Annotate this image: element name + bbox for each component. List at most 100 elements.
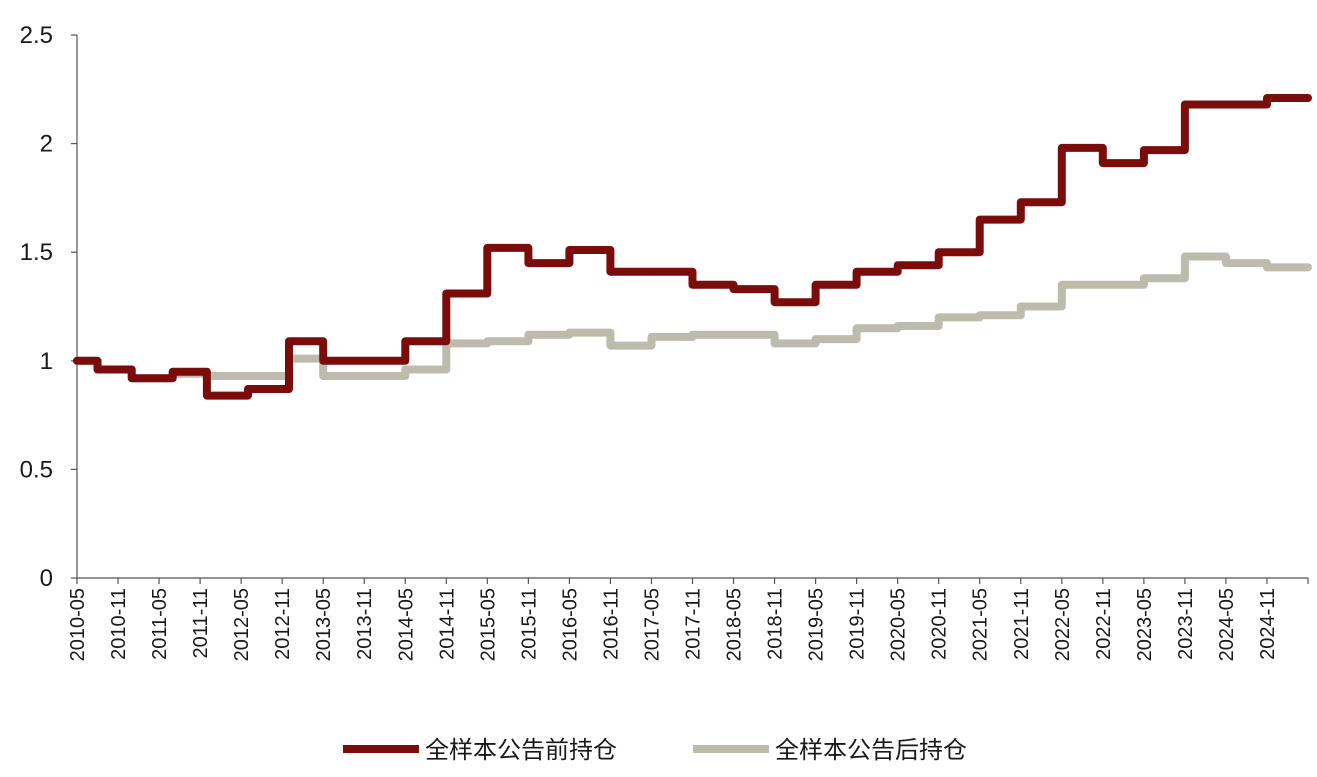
series-line-2 (73, 252, 1312, 383)
y-tick-label: 0 (40, 565, 53, 592)
series-1-point (95, 367, 100, 372)
series-2-point (1306, 265, 1310, 270)
series-1-point (204, 393, 209, 398)
series-2-point (1100, 282, 1105, 287)
series-1-point (1018, 200, 1023, 205)
series-1-point (813, 282, 818, 287)
x-tick-label: 2020-05 (888, 588, 910, 661)
series-1-point (1059, 145, 1064, 150)
x-tick-label: 2010-11 (108, 588, 130, 660)
series-2-point (245, 374, 250, 379)
x-axis: 2010-05 2010-11 2011-05 2011-11 2012-05 2012-… (67, 577, 1309, 661)
series-2-point (1264, 265, 1269, 270)
x-tick-label: 2022-11 (1093, 588, 1115, 660)
x-tick-label: 2013-05 (313, 588, 335, 661)
x-tick-label: 2019-05 (806, 588, 828, 661)
x-tick-label: 2023-11 (1175, 588, 1197, 660)
x-tick-label: 2023-05 (1134, 588, 1156, 661)
x-tick-label: 2013-11 (354, 588, 376, 660)
series-1-point (731, 287, 736, 292)
series-2-point (731, 332, 736, 337)
series-layer (73, 94, 1312, 400)
x-tick-label: 2011-11 (190, 588, 212, 658)
legend-label-1: 全样本公告前持仓 (425, 736, 617, 764)
series-2-point (403, 367, 408, 372)
series-2-point (321, 374, 326, 379)
series-2-point (567, 330, 572, 335)
x-tick-label: 2018-05 (724, 588, 746, 661)
x-tick-label: 2018-11 (765, 588, 787, 660)
series-2-point (1182, 254, 1187, 259)
y-axis: 0 0.5 1 1.5 2 2.5 (20, 22, 78, 592)
series-2-point (977, 313, 982, 318)
series-2-point (1141, 276, 1146, 281)
series-1-point (129, 376, 134, 381)
y-tick-label: 1.5 (20, 239, 53, 266)
x-tick-label: 2024-11 (1257, 588, 1279, 660)
x-tick-label: 2010-05 (67, 588, 89, 661)
series-1-point (526, 261, 531, 266)
x-tick-label: 2020-11 (929, 588, 951, 660)
series-1-point (936, 250, 941, 255)
series-2-point (813, 337, 818, 342)
series-1-point (1306, 95, 1310, 100)
y-tick-label: 2.5 (20, 22, 53, 49)
series-1-point (287, 339, 292, 344)
series-1-point (567, 248, 572, 253)
series-1-point (608, 269, 613, 274)
series-1-point (649, 269, 654, 274)
series-2-point (690, 332, 695, 337)
series-1-point (1182, 102, 1187, 107)
y-tick-label: 1 (40, 348, 53, 375)
x-tick-label: 2011-05 (149, 588, 171, 660)
series-1-point (403, 339, 408, 344)
x-tick-label: 2012-11 (272, 588, 294, 660)
series-1-point (485, 245, 490, 250)
series-1-point (245, 387, 250, 392)
series-2-point (1018, 304, 1023, 309)
x-tick-label: 2014-11 (436, 588, 458, 660)
series-2-point (936, 315, 941, 320)
x-tick-label: 2015-05 (477, 588, 499, 661)
series-2-point (649, 334, 654, 339)
series-1-point (1223, 102, 1228, 107)
series-1-point (977, 217, 982, 222)
series-2-point (772, 341, 777, 346)
series-1-point (1141, 148, 1146, 153)
series-2-point (608, 343, 613, 348)
series-1-point (895, 263, 900, 268)
x-tick-label: 2024-05 (1216, 588, 1238, 661)
series-1-point (444, 291, 449, 296)
legend-label-2: 全样本公告后持仓 (775, 736, 967, 764)
x-tick-label: 2016-05 (559, 588, 581, 661)
legend: 全样本公告前持仓 全样本公告后持仓 (343, 736, 967, 764)
series-1-point (321, 358, 326, 363)
series-1-point (1264, 95, 1269, 100)
x-tick-label: 2016-11 (600, 588, 622, 660)
x-tick-label: 2015-11 (518, 588, 540, 660)
series-1-point (772, 300, 777, 305)
series-2-point (1059, 282, 1064, 287)
series-1-point (854, 269, 859, 274)
x-tick-label: 2014-05 (395, 588, 417, 661)
series-1-point (690, 282, 695, 287)
x-tick-label: 2017-11 (683, 588, 705, 660)
x-tick-label: 2022-05 (1052, 588, 1074, 661)
series-2-point (485, 339, 490, 344)
series-2-point (526, 332, 531, 337)
series-1-point (75, 358, 79, 363)
x-tick-label: 2017-05 (641, 588, 663, 661)
series-2-point (1223, 261, 1228, 266)
series-2-point (895, 324, 900, 329)
series-1-point (170, 369, 175, 374)
series-1-point (1100, 161, 1105, 166)
x-tick-label: 2021-05 (970, 588, 992, 661)
y-tick-label: 2 (40, 131, 53, 158)
x-tick-label: 2012-05 (231, 588, 253, 661)
y-tick-label: 0.5 (20, 456, 53, 483)
series-line-1 (73, 94, 1312, 400)
x-tick-label: 2021-11 (1011, 588, 1033, 660)
series-2-point (854, 326, 859, 331)
x-tick-label: 2019-11 (847, 588, 869, 660)
